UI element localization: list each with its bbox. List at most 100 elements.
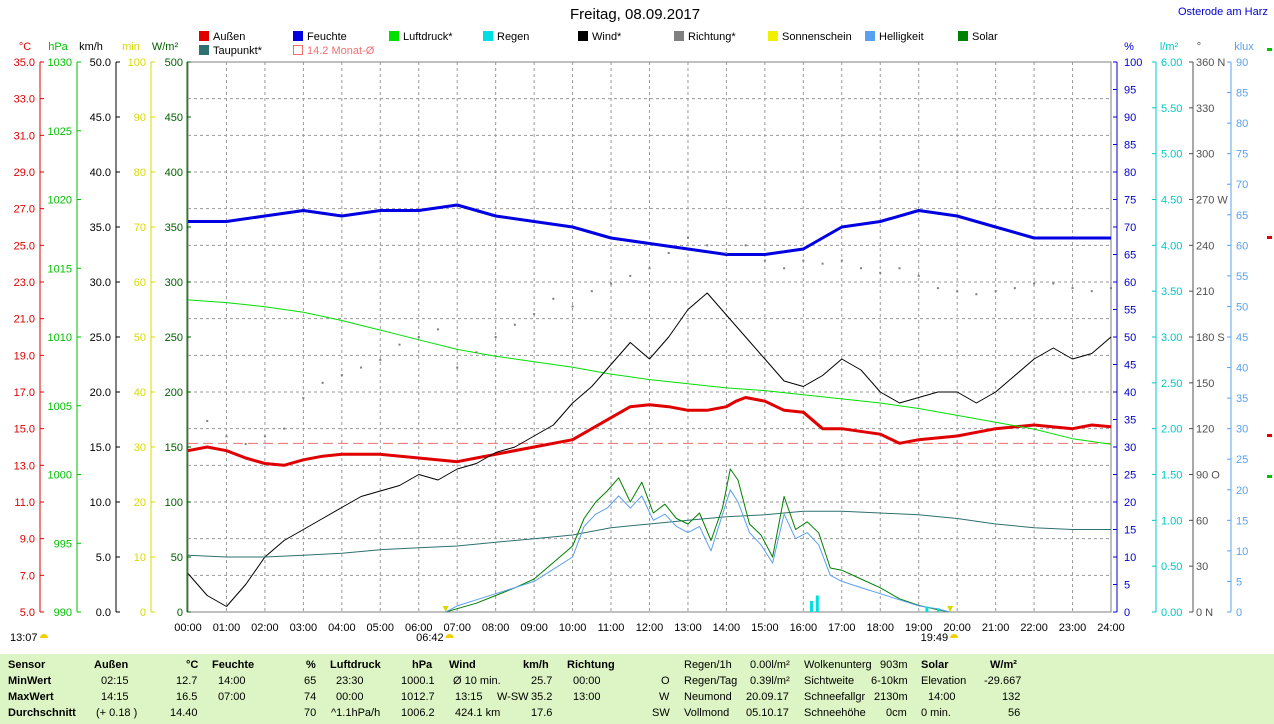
temp-axis-tick: 11.0 [14,497,35,509]
direction-point [1033,282,1036,285]
direction-point [1052,282,1055,285]
temp-axis-tick: 25.0 [14,240,35,252]
solar-title: Solar [921,659,949,671]
direction-point [783,267,786,270]
legend-item-sonnenschein: Sonnenschein [768,31,852,43]
regen-1h-label: Regen/1h [684,659,732,671]
direction-point [1090,290,1093,293]
direction-point [975,293,978,296]
neumond-label: Neumond [684,691,732,703]
x-tick-label: 06:00 [405,622,433,634]
temp-axis-tick: 35.0 [14,57,35,69]
sunrise-label: 06:42 [416,632,444,644]
direction-point [936,287,939,290]
pct-axis-tick: 40 [1124,387,1136,399]
direction-point [629,274,632,277]
temp-axis-tick: 15.0 [14,424,35,436]
direction-point [667,251,670,254]
location-label: Osterode am Harz [1178,6,1268,18]
wind-min-val: 25.7 [531,675,553,687]
direction-point [686,236,689,239]
legend-swatch [293,45,303,55]
wind-unit: km/h [523,659,549,671]
plot-area [187,61,1112,613]
direction-point [860,267,863,270]
richtung-title: Richtung [567,659,615,671]
direction-point [552,297,555,300]
x-tick-label: 14:00 [713,622,741,634]
elevation-val: -29.667 [984,675,1022,687]
pct-axis-tick: 95 [1124,85,1136,97]
temp-axis-tick: 17.0 [14,387,35,399]
legend-swatch [389,31,399,41]
klux-axis-tick: 70 [1236,179,1248,191]
temp-axis-tick: 19.0 [14,350,35,362]
direction-point [648,267,651,270]
rain-axis-tick: 2.00 [1161,424,1182,436]
wm2-axis-tick: 400 [165,167,183,179]
legend-swatch [768,31,778,41]
aussen-min-time: 02:15 [101,675,129,687]
direction-point [763,259,766,262]
aussen-max-val: 16.5 [176,691,198,703]
kmh-axis-tick: 10.0 [90,497,111,509]
right-unit-label: % [1124,41,1134,53]
richtung-max-val: W [659,691,670,703]
left-unit-label: km/h [79,41,103,53]
klux-axis-tick: 75 [1236,149,1248,161]
pct-axis-tick: 70 [1124,222,1136,234]
aussen-title: Außen [94,659,129,671]
direction-point [590,290,593,293]
direction-point [571,305,574,308]
legend-swatch [958,31,968,41]
richtung-avg-val: SW [652,707,670,719]
hpa-axis-tick: 995 [54,538,72,550]
aussen-min-val: 12.7 [176,675,198,687]
x-tick-label: 10:00 [559,622,587,634]
x-tick-label: 04:00 [328,622,356,634]
hpa-axis-tick: 1010 [48,332,72,344]
temp-axis-tick: 21.0 [14,314,35,326]
sunset-icon [950,634,959,638]
klux-axis-tick: 40 [1236,363,1248,375]
pct-axis-tick: 15 [1124,525,1136,537]
feuchte-avg-val: 70 [304,707,317,719]
current-dew-marker [1267,434,1272,437]
klux-axis-tick: 25 [1236,454,1248,466]
kmh-axis-tick: 45.0 [90,112,111,124]
dir-axis-tick: 300 [1196,149,1214,161]
dir-axis-tick: 240 [1196,240,1214,252]
rain-bar [815,595,819,612]
klux-axis-tick: 65 [1236,210,1248,222]
wm2-axis-tick: 100 [165,497,183,509]
row-label-min: MinWert [8,675,52,687]
min-axis-tick: 20 [134,497,146,509]
direction-point [898,267,901,270]
min-axis-tick: 90 [134,112,146,124]
klux-axis-tick: 45 [1236,332,1248,344]
solar-max-time: 14:00 [928,691,956,703]
luftdruck-unit: hPa [412,659,433,671]
richtung-max-time: 13:00 [573,691,601,703]
feuchte-min-time: 14:00 [218,675,246,687]
klux-axis-tick: 15 [1236,515,1248,527]
legend-item-helligkeit: Helligkeit [865,31,924,43]
klux-axis-tick: 80 [1236,118,1248,130]
temp-axis-tick: 29.0 [14,167,35,179]
row-label-avg: Durchschnitt [8,707,76,719]
x-tick-label: 02:00 [251,622,279,634]
x-tick-label: 13:00 [674,622,702,634]
stats-footer: Sensor MinWert MaxWert Durchschnitt Auße… [0,654,1274,724]
direction-point [206,420,209,423]
wm2-axis-tick: 500 [165,57,183,69]
dir-axis-tick: 120 [1196,424,1214,436]
kmh-axis-tick: 15.0 [90,442,111,454]
left-unit-label: min [122,41,140,53]
legend-swatch [199,31,209,41]
wind-max-dir: W-SW [497,691,529,703]
sunset-marker [947,606,954,612]
hpa-axis-tick: 1005 [48,401,72,413]
series-feuchte-line [188,203,1111,256]
vollmond-val: 05.10.17 [746,707,789,719]
feuchte-title: Feuchte [212,659,255,671]
